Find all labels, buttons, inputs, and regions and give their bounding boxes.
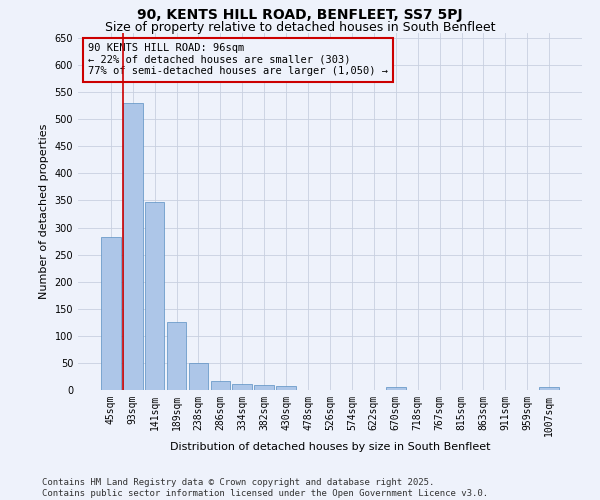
X-axis label: Distribution of detached houses by size in South Benfleet: Distribution of detached houses by size … [170, 442, 490, 452]
Bar [386, 388, 406, 390]
Text: Contains HM Land Registry data © Crown copyright and database right 2025.
Contai: Contains HM Land Registry data © Crown c… [42, 478, 488, 498]
Text: 90, KENTS HILL ROAD, BENFLEET, SS7 5PJ: 90, KENTS HILL ROAD, BENFLEET, SS7 5PJ [137, 8, 463, 22]
Bar [188, 363, 208, 390]
Bar [254, 384, 274, 390]
Text: 90 KENTS HILL ROAD: 96sqm
← 22% of detached houses are smaller (303)
77% of semi: 90 KENTS HILL ROAD: 96sqm ← 22% of detac… [88, 43, 388, 76]
Bar [211, 381, 230, 390]
Bar [167, 322, 187, 390]
Bar [123, 103, 143, 390]
Bar [145, 202, 164, 390]
Text: Size of property relative to detached houses in South Benfleet: Size of property relative to detached ho… [105, 21, 495, 34]
Y-axis label: Number of detached properties: Number of detached properties [39, 124, 49, 299]
Bar [539, 388, 559, 390]
Bar [232, 384, 252, 390]
Bar [101, 236, 121, 390]
Bar [276, 386, 296, 390]
